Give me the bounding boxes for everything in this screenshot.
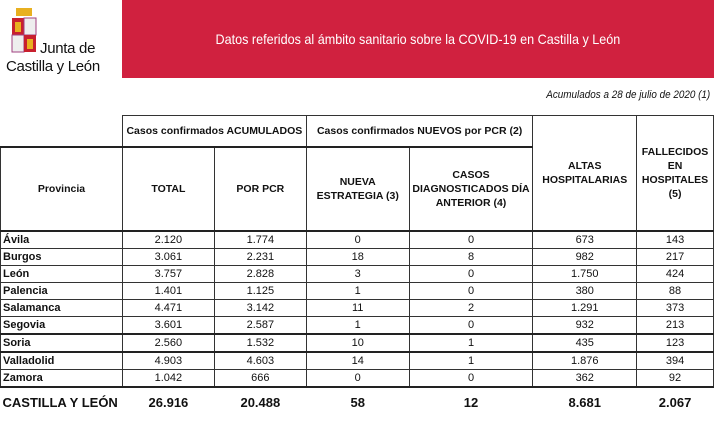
table-cell: 2.587 [213, 316, 307, 335]
page-title: Datos referidos al ámbito sanitario sobr… [215, 31, 621, 47]
table-cell: 0 [408, 265, 534, 283]
header-blank [0, 115, 123, 148]
header-group-nuevos: Casos confirmados NUEVOS por PCR (2) [305, 115, 534, 148]
header-altas: ALTAS HOSPITALARIAS [532, 115, 638, 232]
table-cell: 2.560 [121, 333, 215, 353]
table-cell: 3.142 [213, 299, 307, 317]
logo-text-line1: Junta de [40, 40, 96, 57]
table-cell: 3 [305, 265, 410, 283]
table-cell: 1.291 [532, 299, 638, 317]
table-cell: 2.828 [213, 265, 307, 283]
table-cell: 673 [532, 230, 638, 249]
table-cell: 213 [636, 316, 714, 335]
table-cell: 666 [213, 369, 307, 388]
header-group-acumulados: Casos confirmados ACUMULADOS [121, 115, 307, 148]
table-cell: 88 [636, 282, 714, 300]
table-row: Ávila 2.120 1.774 0 0 673 143 [0, 230, 714, 249]
table-cell: 380 [532, 282, 638, 300]
table-cell: 1.401 [121, 282, 215, 300]
table-cell: 424 [636, 265, 714, 283]
date-subtitle: Acumulados a 28 de julio de 2020 (1) [545, 89, 710, 101]
table-cell: 2.120 [121, 230, 215, 249]
province-name: Valladolid [0, 351, 123, 370]
table-cell: 2.231 [213, 248, 307, 266]
table-row: Soria 2.560 1.532 10 1 435 123 [0, 333, 714, 353]
table-cell: 362 [532, 369, 638, 388]
logo-text-line2: Castilla y León [6, 58, 100, 75]
province-name: Ávila [0, 230, 123, 249]
table-cell: 435 [532, 333, 638, 353]
total-label: CASTILLA Y LEÓN [2, 394, 118, 410]
total-cell: 58 [350, 394, 365, 410]
table-cell: 0 [408, 282, 534, 300]
table-cell: 982 [532, 248, 638, 266]
table-row: Salamanca 4.471 3.142 11 2 1.291 373 [0, 299, 714, 317]
total-cell: 26.916 [148, 394, 189, 410]
table-cell: 3.061 [121, 248, 215, 266]
table-cell: 1 [305, 282, 410, 300]
header-casos-dia-anterior: CASOS DIAGNOSTICADOS DÍA ANTERIOR (4) [408, 146, 534, 232]
total-cell: 8.681 [568, 394, 602, 410]
table-cell: 143 [636, 230, 714, 249]
table-cell: 217 [636, 248, 714, 266]
table-cell: 1.774 [213, 230, 307, 249]
table-cell: 1.042 [121, 369, 215, 388]
province-name: Segovia [0, 316, 123, 335]
table-cell: 932 [532, 316, 638, 335]
province-name: Palencia [0, 282, 123, 300]
province-name: Soria [0, 333, 123, 353]
province-name: Zamora [0, 369, 123, 388]
header-provincia: Provincia [0, 146, 123, 232]
title-banner: Datos referidos al ámbito sanitario sobr… [122, 0, 714, 78]
province-name: Burgos [0, 248, 123, 266]
table-cell: 3.601 [121, 316, 215, 335]
province-name: Salamanca [0, 299, 123, 317]
table-cell: 0 [305, 230, 410, 249]
table-cell: 0 [408, 230, 534, 249]
table-cell: 0 [305, 369, 410, 388]
table-cell: 18 [305, 248, 410, 266]
table-cell: 394 [636, 351, 714, 370]
coat-of-arms-icon [11, 8, 37, 53]
covid-data-table: Casos confirmados ACUMULADOS Casos confi… [0, 115, 714, 416]
table-cell: 4.471 [121, 299, 215, 317]
table-cell: 4.603 [213, 351, 307, 370]
table-cell: 1.876 [532, 351, 638, 370]
total-cell: 20.488 [240, 394, 281, 410]
table-cell: 1 [408, 333, 534, 353]
table-cell: 1 [305, 316, 410, 335]
table-cell: 3.757 [121, 265, 215, 283]
table-cell: 4.903 [121, 351, 215, 370]
table-cell: 11 [305, 299, 410, 317]
table-cell: 1 [408, 351, 534, 370]
province-name: León [0, 265, 123, 283]
header-nueva-estrategia: NUEVA ESTRATEGIA (3) [305, 146, 410, 232]
table-cell: 1.532 [213, 333, 307, 353]
table-cell: 1.750 [532, 265, 638, 283]
junta-logo: Junta de Castilla y León [6, 4, 118, 76]
table-row: Palencia 1.401 1.125 1 0 380 88 [0, 282, 714, 300]
table-row: Burgos 3.061 2.231 18 8 982 217 [0, 248, 714, 266]
table-row: León 3.757 2.828 3 0 1.750 424 [0, 265, 714, 283]
table-cell: 0 [408, 369, 534, 388]
table-cell: 2 [408, 299, 534, 317]
table-row: Valladolid 4.903 4.603 14 1 1.876 394 [0, 351, 714, 370]
table-cell: 1.125 [213, 282, 307, 300]
table-cell: 123 [636, 333, 714, 353]
table-row: Segovia 3.601 2.587 1 0 932 213 [0, 316, 714, 335]
table-row: Zamora 1.042 666 0 0 362 92 [0, 369, 714, 388]
table-cell: 14 [305, 351, 410, 370]
header-total: TOTAL [121, 146, 215, 232]
table-cell: 373 [636, 299, 714, 317]
header-fallecidos: FALLECIDOS EN HOSPITALES (5) [636, 115, 714, 232]
total-row: CASTILLA Y LEÓN 26.916 20.488 58 12 8.68… [1, 387, 714, 416]
table-cell: 10 [305, 333, 410, 353]
table-cell: 92 [636, 369, 714, 388]
table-cell: 8 [408, 248, 534, 266]
total-cell: 12 [463, 394, 479, 410]
header-por-pcr: POR PCR [213, 146, 307, 232]
table-cell: 0 [408, 316, 534, 335]
total-cell: 2.067 [658, 394, 692, 410]
